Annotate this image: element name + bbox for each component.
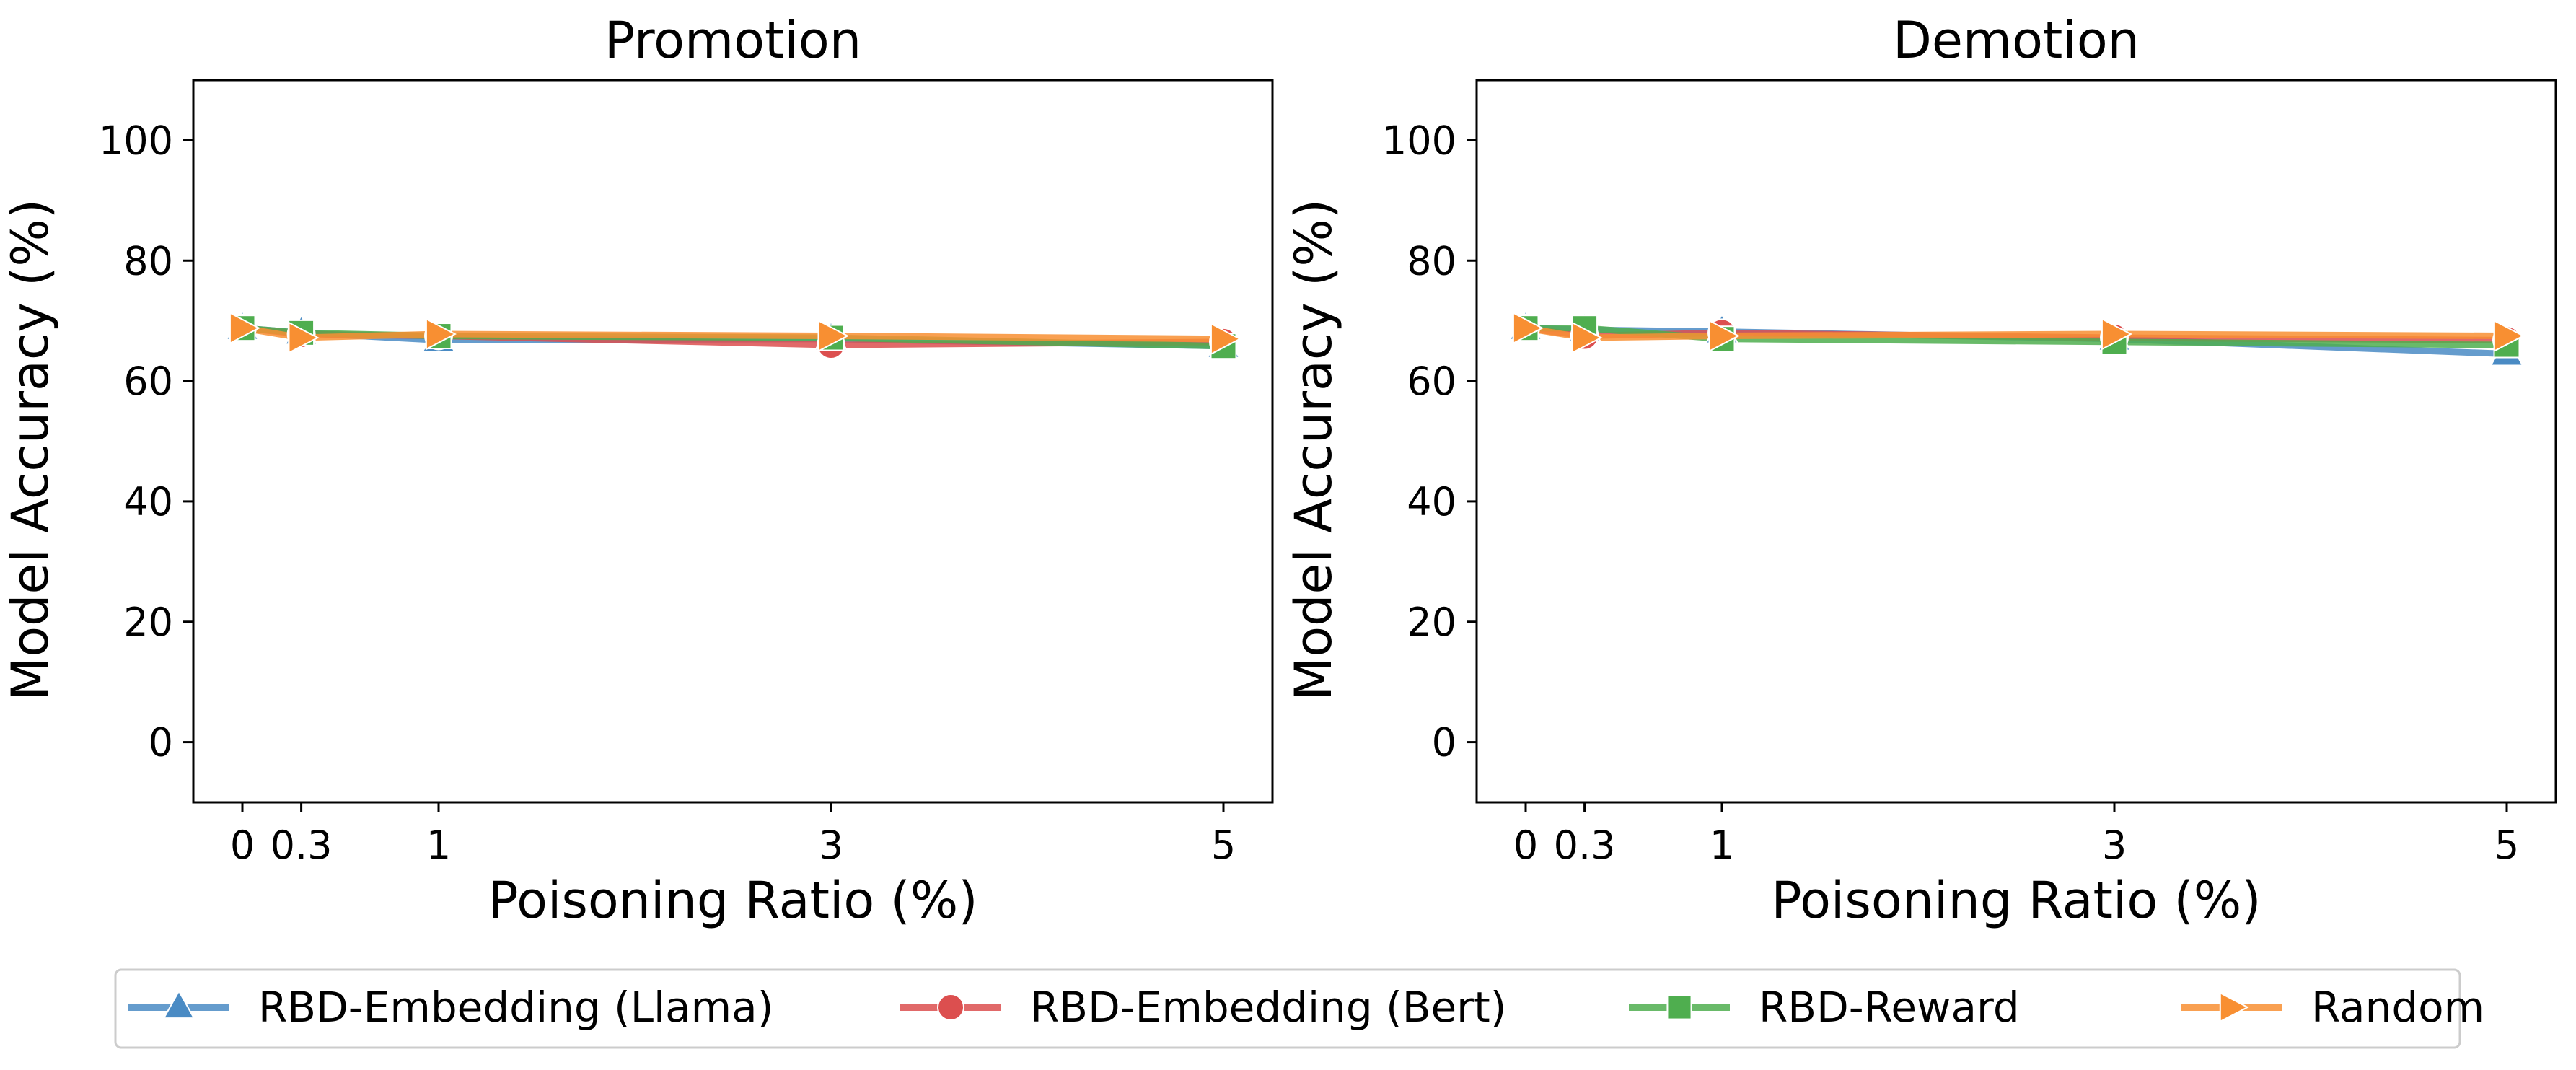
x-tick-label: 1 — [426, 823, 451, 868]
x-tick-label: 5 — [1211, 823, 1236, 868]
data-point-random — [1512, 312, 1544, 345]
y-tick-label: 40 — [1407, 479, 1456, 525]
legend-marker-reward — [1666, 994, 1692, 1020]
demotion-chart: 0 20 40 60 80 100 0 0.3 1 3 5 Demotion Poisoning Rat… — [1284, 11, 2557, 930]
legend-item-llama: RBD-Embedding (Llama) — [128, 983, 773, 1032]
data-point-random — [2101, 317, 2132, 351]
legend-box — [114, 968, 2461, 1049]
data-point-random — [425, 317, 457, 351]
data-point-random — [1708, 319, 1740, 353]
y-tick-label: 80 — [1407, 238, 1456, 284]
y-tick-label: 20 — [1407, 600, 1456, 645]
y-tick-label: 20 — [123, 600, 173, 645]
legend-marker-random — [2219, 991, 2249, 1023]
legend-marker-llama — [162, 989, 195, 1019]
y-tick-label: 0 — [149, 720, 173, 766]
data-point-random — [817, 319, 849, 353]
x-tick-label: 0 — [1513, 823, 1538, 868]
legend-marker-bert — [937, 994, 964, 1021]
x-tick-label: 0.3 — [271, 823, 333, 868]
x-tick-label: 3 — [819, 823, 843, 868]
y-axis-label: Model Accuracy (%) — [1284, 199, 1343, 701]
data-point-random — [229, 312, 260, 345]
legend: RBD-Embedding (Llama) RBD-Embedding (Bert… — [114, 968, 2484, 1049]
y-tick-label: 40 — [123, 479, 173, 525]
chart-title: Demotion — [1893, 11, 2140, 70]
data-point-random — [288, 321, 320, 354]
x-axis-label: Poisoning Ratio (%) — [488, 871, 977, 930]
y-axis-label: Model Accuracy (%) — [1, 199, 60, 701]
legend-label-bert: RBD-Embedding (Bert) — [1030, 983, 1506, 1032]
y-tick-label: 100 — [1382, 118, 1456, 163]
legend-label-reward: RBD-Reward — [1759, 983, 2020, 1032]
plot-frame — [192, 79, 1274, 804]
legend-label-llama: RBD-Embedding (Llama) — [258, 983, 773, 1032]
y-tick-label: 100 — [99, 118, 173, 163]
x-tick-label: 0.3 — [1554, 823, 1616, 868]
legend-item-random: Random — [2181, 983, 2484, 1032]
data-point-random — [1210, 323, 1241, 356]
legend-item-bert: RBD-Embedding (Bert) — [900, 983, 1506, 1032]
data-point-random — [2493, 319, 2525, 353]
x-tick-label: 0 — [230, 823, 255, 868]
data-point-random — [1571, 321, 1603, 354]
x-tick-label: 3 — [2102, 823, 2127, 868]
x-tick-label: 1 — [1710, 823, 1734, 868]
chart-title: Promotion — [605, 11, 861, 70]
x-axis-label: Poisoning Ratio (%) — [1771, 871, 2261, 930]
promotion-chart: 0 20 40 60 80 100 0 0.3 1 3 5 Promotion Poisoning Ra… — [1, 11, 1274, 930]
legend-item-reward: RBD-Reward — [1629, 983, 2020, 1032]
series-line-random — [242, 325, 1224, 343]
legend-label-random: Random — [2311, 983, 2484, 1032]
y-tick-label: 0 — [1432, 720, 1456, 766]
plot-frame — [1475, 79, 2557, 804]
y-tick-label: 60 — [1407, 359, 1456, 404]
x-tick-label: 5 — [2494, 823, 2519, 868]
y-tick-label: 60 — [123, 359, 173, 404]
y-tick-label: 80 — [123, 238, 173, 284]
